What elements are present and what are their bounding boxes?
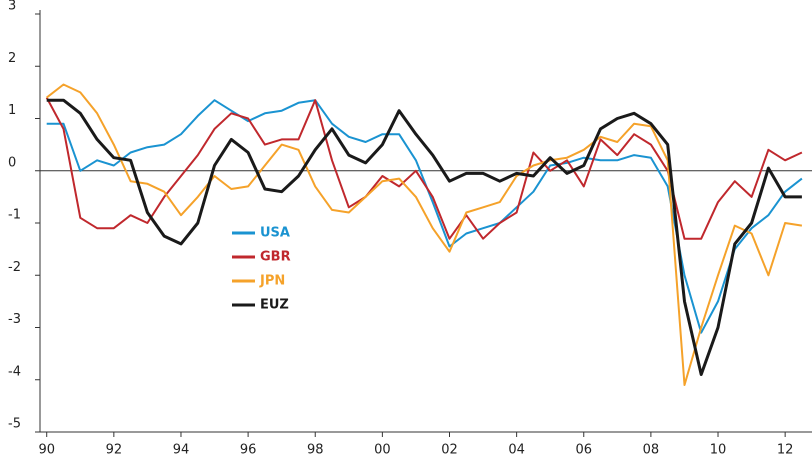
- x-tick-label: 08: [643, 443, 660, 458]
- y-tick-label: 3: [8, 0, 16, 14]
- y-tick-label: 1: [8, 103, 16, 118]
- x-tick-label: 00: [374, 443, 391, 458]
- series-line: [46, 98, 802, 376]
- y-tick-label: -3: [8, 312, 21, 327]
- x-tick-label: 04: [508, 443, 525, 458]
- x-tick-label: 98: [307, 443, 324, 458]
- y-tick-label: 0: [8, 155, 16, 170]
- x-tick-label: 94: [173, 443, 190, 458]
- legend-label: GBR: [260, 250, 291, 265]
- legend-label: USA: [260, 226, 290, 241]
- x-tick-label: 90: [38, 443, 55, 458]
- x-tick-label: 12: [777, 443, 794, 458]
- y-tick-label: -4: [8, 364, 21, 379]
- x-tick-label: 96: [240, 443, 257, 458]
- y-tick-label: -1: [8, 208, 21, 223]
- x-tick-label: 92: [106, 443, 123, 458]
- y-tick-label: -2: [8, 260, 21, 275]
- series-line: [46, 99, 803, 334]
- legend-label: EUZ: [260, 298, 289, 313]
- x-tick-label: 02: [441, 443, 458, 458]
- x-tick-label: 10: [710, 443, 727, 458]
- series-line: [45, 97, 803, 240]
- y-tick-label: 2: [8, 51, 16, 66]
- y-tick-label: -5: [8, 417, 21, 432]
- legend-label: JPN: [259, 274, 285, 289]
- series-line: [46, 83, 803, 386]
- x-tick-label: 06: [575, 443, 592, 458]
